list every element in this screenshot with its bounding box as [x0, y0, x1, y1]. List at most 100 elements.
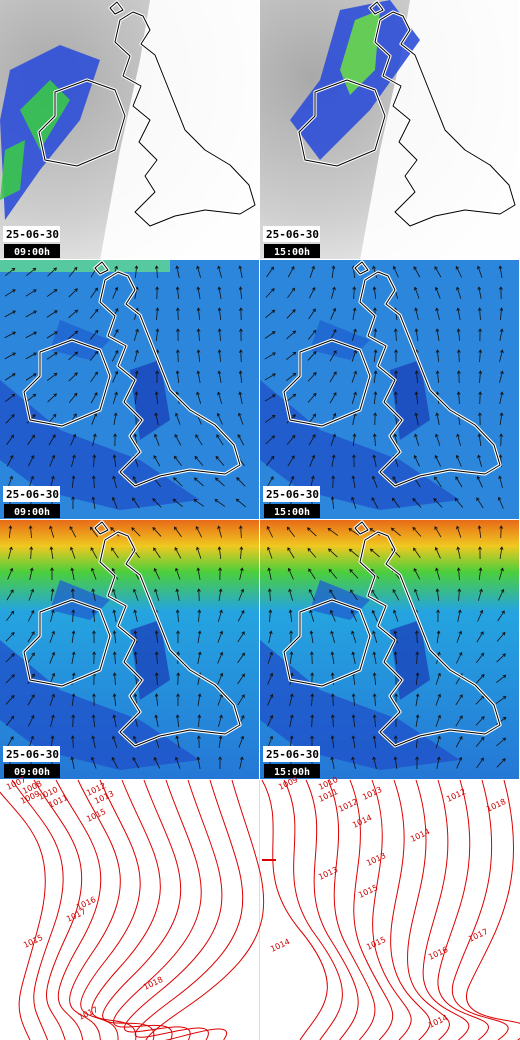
wind-arrow — [476, 475, 483, 488]
wind-arrow — [308, 568, 316, 580]
wind-arrow — [455, 265, 463, 278]
date-bg — [263, 226, 320, 242]
wind-arrow — [112, 714, 117, 727]
wind-arrow — [309, 454, 316, 467]
wind-arrow — [433, 498, 443, 508]
wind-arrow — [499, 525, 504, 539]
isobar — [422, 779, 470, 1040]
wind-arrow — [391, 497, 400, 509]
wind-arrow — [70, 735, 75, 749]
wind-arrow — [372, 286, 377, 300]
map-panel: 25-06-30 09:00h — [0, 520, 259, 779]
wind-arrow — [112, 651, 117, 665]
wind-arrow — [28, 525, 33, 539]
wind-arrow — [286, 393, 297, 403]
wind-arrow — [264, 414, 276, 423]
wind-arrow — [28, 475, 34, 488]
wind-arrow — [414, 328, 419, 341]
wind-arrow — [5, 267, 16, 277]
wind-arrow — [352, 286, 357, 300]
wind-arrow — [133, 328, 139, 341]
wind-arrow — [456, 433, 461, 446]
wind-arrow — [48, 434, 56, 446]
wind-arrow — [238, 265, 243, 278]
wind-arrow — [113, 433, 117, 447]
wind-arrow — [309, 609, 315, 622]
wind-arrow — [310, 475, 315, 488]
wind-arrow — [153, 756, 160, 769]
wind-arrow — [414, 630, 419, 644]
wind-arrow — [475, 736, 485, 747]
map-content — [0, 520, 259, 779]
wind-arrow — [155, 286, 159, 300]
wind-arrow — [91, 475, 96, 489]
wind-arrow — [113, 412, 118, 425]
wind-arrow — [393, 630, 398, 643]
wind-arrow — [436, 609, 440, 623]
wind-arrow — [112, 454, 117, 468]
wind-arrow — [27, 434, 35, 446]
wind-arrow — [173, 455, 182, 467]
wind-arrow — [434, 526, 442, 538]
wind-arrow — [154, 672, 159, 686]
wind-arrow — [217, 546, 222, 560]
wind-arrow — [27, 454, 35, 467]
wind-arrow — [217, 651, 224, 664]
wind-arrow — [238, 349, 243, 363]
wind-arrow — [132, 497, 140, 509]
wind-arrow — [49, 546, 54, 559]
wind-arrow — [498, 588, 505, 601]
wind-arrow — [436, 630, 441, 643]
wind-arrow — [50, 475, 55, 488]
wind-arrow — [497, 610, 505, 622]
wind-arrow — [173, 477, 183, 487]
wind-arrow — [70, 433, 77, 446]
wind-arrow — [217, 714, 223, 727]
wind-arrow — [238, 370, 243, 384]
wind-arrow — [132, 588, 139, 601]
wind-arrow — [217, 349, 222, 363]
wind-arrow — [176, 672, 181, 686]
wind-arrow — [267, 714, 274, 727]
wind-arrow — [289, 651, 294, 665]
wind-arrow — [456, 525, 462, 538]
map-panel: 25-06-30 15:00h — [260, 260, 519, 519]
wind-arrow — [330, 735, 335, 749]
wind-arrow — [196, 567, 201, 580]
date-wrap: 25-06-30 — [6, 228, 59, 241]
wind-arrow — [238, 525, 243, 539]
wind-arrow — [4, 310, 16, 318]
wind-arrow — [193, 499, 205, 507]
isobar — [91, 779, 161, 1040]
wind-arrow — [289, 630, 293, 644]
wind-arrow — [499, 391, 504, 404]
wind-arrow — [456, 370, 461, 384]
wind-arrow — [477, 307, 482, 321]
wind-arrow — [154, 588, 160, 601]
wind-arrow — [286, 526, 295, 537]
wind-arrow — [477, 525, 482, 539]
wind-arrow — [287, 547, 295, 559]
wind-arrow — [372, 454, 377, 467]
isobar — [123, 779, 223, 1040]
wind-arrow — [496, 631, 506, 642]
wind-arrow — [372, 630, 378, 643]
wind-arrow — [456, 286, 462, 299]
wind-arrow — [91, 735, 96, 748]
wind-arrow — [267, 693, 274, 706]
wind-arrow — [237, 434, 245, 446]
date-bg — [3, 486, 60, 502]
wind-arrow — [6, 454, 14, 467]
wind-arrow — [266, 525, 274, 538]
wind-arrow — [5, 694, 15, 705]
wind-arrow — [90, 547, 98, 559]
wind-arrow — [112, 672, 117, 686]
wind-arrow — [134, 349, 139, 362]
time-label: 09:00h — [14, 507, 50, 518]
map-content — [260, 0, 519, 259]
wind-arrow — [499, 286, 503, 300]
wind-arrow — [50, 588, 55, 601]
isobar — [102, 779, 182, 1040]
wind-arrow — [92, 454, 97, 468]
wind-arrow — [196, 307, 201, 321]
